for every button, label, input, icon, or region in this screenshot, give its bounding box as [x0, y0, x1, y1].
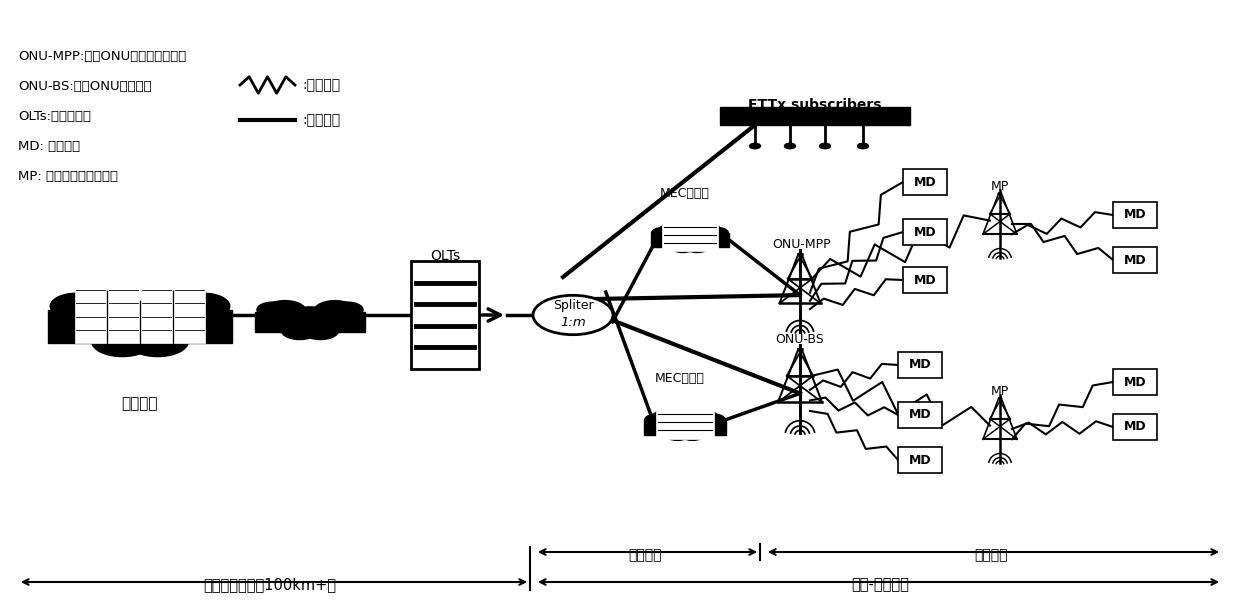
Text: MD: MD — [1123, 376, 1146, 389]
Bar — [720, 107, 910, 125]
Text: 光纤-无线网络: 光纤-无线网络 — [851, 577, 909, 592]
Bar — [1114, 369, 1157, 395]
Text: MD: MD — [914, 176, 936, 188]
Circle shape — [51, 293, 103, 319]
Circle shape — [663, 427, 691, 440]
Bar — [108, 277, 139, 343]
Text: MD: MD — [909, 359, 931, 371]
Circle shape — [658, 224, 686, 238]
Circle shape — [264, 301, 306, 321]
Text: 无线前端: 无线前端 — [975, 548, 1008, 562]
Bar — [141, 277, 172, 343]
Text: ONU-BS:集成ONU无线基站: ONU-BS:集成ONU无线基站 — [19, 80, 151, 93]
Circle shape — [332, 302, 363, 317]
Circle shape — [651, 228, 675, 239]
Circle shape — [651, 411, 681, 425]
Text: ONU-MPP:集成ONU门户网站接入点: ONU-MPP:集成ONU门户网站接入点 — [19, 50, 186, 63]
Text: :光纤链路: :光纤链路 — [303, 113, 340, 127]
Circle shape — [257, 302, 288, 317]
Text: MP: 网格门户网站接入点: MP: 网格门户网站接入点 — [19, 170, 118, 183]
Circle shape — [702, 414, 725, 426]
Bar — [1114, 247, 1157, 273]
Circle shape — [645, 414, 668, 426]
Text: FTTx subscribers: FTTx subscribers — [748, 98, 882, 112]
Bar — [898, 447, 942, 473]
Bar — [651, 232, 729, 247]
Text: MEC服务器: MEC服务器 — [660, 187, 711, 200]
Circle shape — [670, 240, 696, 253]
Text: MEC服务器: MEC服务器 — [655, 372, 704, 385]
Bar — [903, 267, 947, 293]
Bar — [255, 312, 365, 332]
Text: OLTs:光线路终端: OLTs:光线路终端 — [19, 110, 91, 123]
Circle shape — [680, 427, 706, 440]
Bar — [47, 310, 232, 343]
Circle shape — [671, 228, 709, 246]
Text: ONU-BS: ONU-BS — [776, 333, 825, 346]
Text: MP: MP — [991, 385, 1009, 398]
Bar — [656, 405, 714, 439]
Text: MD: 移动设备: MD: 移动设备 — [19, 140, 81, 153]
Circle shape — [303, 321, 339, 340]
Bar — [903, 219, 947, 245]
Bar — [410, 261, 479, 369]
Bar — [662, 219, 718, 251]
Bar — [903, 169, 947, 195]
Circle shape — [533, 295, 613, 335]
Text: ONU-MPP: ONU-MPP — [773, 238, 831, 251]
Circle shape — [281, 321, 317, 340]
Text: MD: MD — [914, 226, 936, 239]
Circle shape — [314, 301, 356, 321]
Text: MD: MD — [1123, 209, 1146, 221]
Text: Spliter: Spliter — [553, 300, 593, 312]
Text: OLTs: OLTs — [430, 249, 460, 263]
Circle shape — [126, 326, 188, 357]
Bar — [1114, 202, 1157, 228]
Text: MD: MD — [909, 453, 931, 467]
Circle shape — [684, 240, 711, 253]
Circle shape — [749, 143, 760, 149]
Circle shape — [148, 290, 217, 325]
Text: 光纤骨干网络（100km+）: 光纤骨干网络（100km+） — [203, 577, 336, 592]
Text: MP: MP — [991, 180, 1009, 193]
Text: MD: MD — [1123, 420, 1146, 434]
Text: 集中式云: 集中式云 — [122, 396, 159, 411]
Bar — [74, 277, 105, 343]
Circle shape — [665, 414, 706, 434]
Circle shape — [689, 411, 719, 425]
Bar — [898, 352, 942, 378]
Bar — [644, 420, 727, 434]
Circle shape — [820, 143, 831, 149]
Text: 1:m: 1:m — [560, 315, 585, 329]
Circle shape — [94, 301, 186, 346]
Circle shape — [177, 293, 229, 319]
Bar — [174, 277, 205, 343]
Circle shape — [92, 326, 154, 357]
Circle shape — [706, 228, 728, 239]
Bar — [898, 402, 942, 428]
Circle shape — [785, 143, 796, 149]
Text: MD: MD — [909, 409, 931, 422]
Bar — [1114, 414, 1157, 440]
Text: MD: MD — [914, 273, 936, 287]
Circle shape — [62, 290, 133, 325]
Text: 光纤回程: 光纤回程 — [629, 548, 662, 562]
Text: MD: MD — [1123, 254, 1146, 267]
Circle shape — [694, 224, 722, 238]
Circle shape — [283, 307, 337, 334]
Circle shape — [858, 143, 868, 149]
Text: :无线链路: :无线链路 — [303, 78, 340, 92]
